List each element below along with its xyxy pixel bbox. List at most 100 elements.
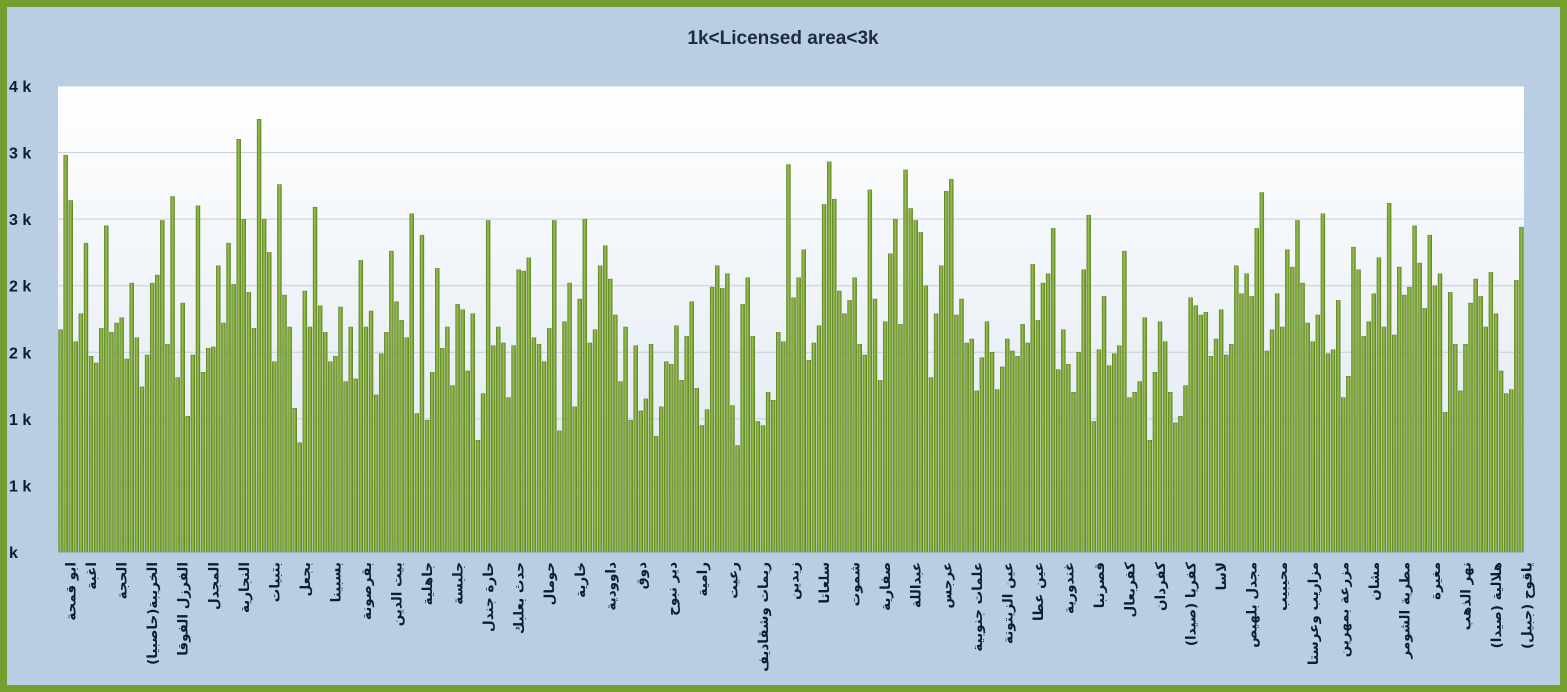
bar bbox=[659, 406, 664, 553]
bar bbox=[1269, 329, 1275, 553]
x-tick-label: نهر الذهب bbox=[1459, 562, 1475, 630]
bar bbox=[1076, 352, 1081, 553]
bar bbox=[1162, 341, 1168, 553]
bar bbox=[165, 344, 170, 553]
bar bbox=[1020, 324, 1025, 553]
bar bbox=[653, 435, 659, 553]
bar bbox=[603, 245, 608, 553]
x-tick-label: مزاريب وعرستا bbox=[1306, 562, 1322, 665]
x-tick-label: كفربعال bbox=[1123, 562, 1139, 618]
x-tick-label: رعيت bbox=[726, 562, 742, 599]
bar bbox=[516, 269, 521, 553]
y-tick-label: k bbox=[9, 545, 18, 562]
bar bbox=[1458, 390, 1463, 553]
bar bbox=[419, 234, 425, 553]
bar bbox=[333, 356, 338, 553]
bar bbox=[73, 341, 79, 553]
bar bbox=[1096, 349, 1102, 553]
bar bbox=[195, 205, 201, 553]
bar bbox=[709, 286, 715, 553]
bar bbox=[862, 354, 867, 553]
x-tick-label: ياقوح (جبيل) bbox=[1520, 562, 1536, 649]
bar bbox=[633, 345, 638, 553]
bar bbox=[1376, 257, 1382, 553]
bar bbox=[440, 348, 445, 553]
bar bbox=[1198, 314, 1203, 553]
bar bbox=[1071, 392, 1076, 553]
bar bbox=[1234, 265, 1239, 553]
bar bbox=[323, 332, 328, 553]
x-tick-label: قصرنبا bbox=[1092, 562, 1108, 608]
bar bbox=[994, 389, 1000, 553]
bar bbox=[368, 310, 374, 553]
bar bbox=[124, 358, 129, 553]
x-tick-label: بقرصونة bbox=[359, 562, 375, 620]
bar bbox=[979, 357, 985, 553]
bar bbox=[1005, 338, 1010, 553]
bar bbox=[58, 329, 63, 553]
bar bbox=[826, 161, 832, 553]
bar bbox=[1483, 326, 1489, 553]
bar bbox=[1509, 389, 1514, 553]
bar bbox=[1106, 365, 1112, 553]
bar bbox=[872, 298, 878, 553]
bar bbox=[282, 294, 287, 553]
bar bbox=[791, 297, 796, 553]
bar bbox=[944, 190, 949, 553]
bar bbox=[1066, 364, 1071, 553]
x-tick-label: حومال bbox=[542, 562, 558, 605]
x-tick-label: بتبيات bbox=[267, 562, 283, 602]
bar bbox=[923, 285, 929, 553]
y-tick-label: 3 k bbox=[9, 146, 31, 163]
bar bbox=[93, 362, 99, 553]
bar bbox=[1341, 397, 1346, 553]
bar bbox=[776, 332, 781, 553]
bar bbox=[730, 405, 735, 553]
x-tick-label: محيبيب bbox=[1275, 562, 1291, 611]
chart-title: 1k<Licensed area<3k bbox=[687, 28, 879, 49]
bar bbox=[241, 218, 246, 553]
bar bbox=[949, 178, 954, 553]
bar bbox=[1442, 412, 1448, 553]
bar bbox=[429, 372, 435, 553]
bar bbox=[1274, 293, 1280, 553]
bar bbox=[1000, 366, 1005, 553]
bar bbox=[267, 252, 272, 553]
bar bbox=[1025, 342, 1030, 553]
bar bbox=[964, 342, 969, 553]
bar bbox=[745, 277, 750, 553]
bar bbox=[669, 364, 674, 553]
bar bbox=[1453, 344, 1458, 553]
bar bbox=[1173, 422, 1178, 553]
bar bbox=[134, 337, 140, 553]
bar bbox=[592, 329, 598, 553]
bar bbox=[832, 198, 837, 553]
bar bbox=[1030, 264, 1035, 553]
bar bbox=[1081, 269, 1086, 553]
bar bbox=[898, 324, 903, 553]
bar bbox=[445, 326, 450, 553]
bar bbox=[506, 397, 511, 553]
bar bbox=[1422, 308, 1427, 553]
bar bbox=[226, 242, 231, 553]
x-tick-label: مغيرة bbox=[1428, 562, 1444, 600]
x-tick-label: زبدين bbox=[787, 562, 803, 600]
bar bbox=[363, 326, 369, 553]
bar bbox=[68, 200, 73, 553]
bar bbox=[618, 381, 623, 553]
x-tick-label: غندورية bbox=[1061, 562, 1077, 614]
bar bbox=[974, 390, 979, 553]
bar bbox=[119, 317, 124, 553]
bar bbox=[1361, 336, 1366, 553]
x-tick-label: الحجة bbox=[115, 562, 131, 599]
bar bbox=[562, 321, 567, 553]
bar bbox=[480, 393, 486, 553]
bar bbox=[297, 442, 302, 553]
bar bbox=[435, 268, 440, 553]
bar bbox=[277, 184, 282, 553]
bar bbox=[938, 265, 944, 553]
bar bbox=[541, 361, 547, 553]
x-tick-label: المجدل bbox=[206, 562, 222, 610]
bar bbox=[1157, 321, 1163, 553]
bar bbox=[1061, 329, 1066, 553]
